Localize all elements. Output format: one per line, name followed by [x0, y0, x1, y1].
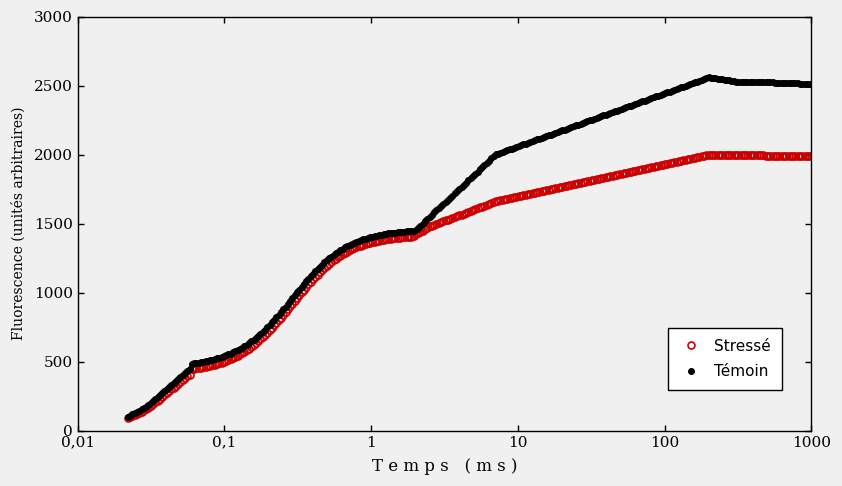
Stressé — [699, 153, 709, 158]
Témoin — [123, 414, 133, 420]
Stressé — [807, 153, 817, 159]
X-axis label: T e m p s   ( m s ): T e m p s ( m s ) — [372, 458, 517, 475]
Témoin — [699, 76, 709, 82]
Stressé — [123, 416, 133, 421]
Line: Stressé: Stressé — [125, 151, 815, 422]
Témoin — [527, 138, 537, 144]
Y-axis label: Fluorescence (unités arbitraires): Fluorescence (unités arbitraires) — [11, 107, 25, 340]
Témoin — [541, 133, 552, 139]
Line: Témoin: Témoin — [125, 75, 814, 420]
Stressé — [125, 414, 136, 420]
Témoin — [744, 79, 754, 85]
Témoin — [807, 81, 817, 87]
Stressé — [744, 153, 754, 158]
Stressé — [530, 190, 540, 196]
Stressé — [541, 188, 552, 193]
Stressé — [706, 152, 716, 157]
Témoin — [703, 74, 713, 80]
Stressé — [527, 191, 537, 196]
Legend: Stressé, Témoin: Stressé, Témoin — [669, 328, 781, 390]
Témoin — [530, 138, 540, 143]
Témoin — [125, 413, 136, 418]
